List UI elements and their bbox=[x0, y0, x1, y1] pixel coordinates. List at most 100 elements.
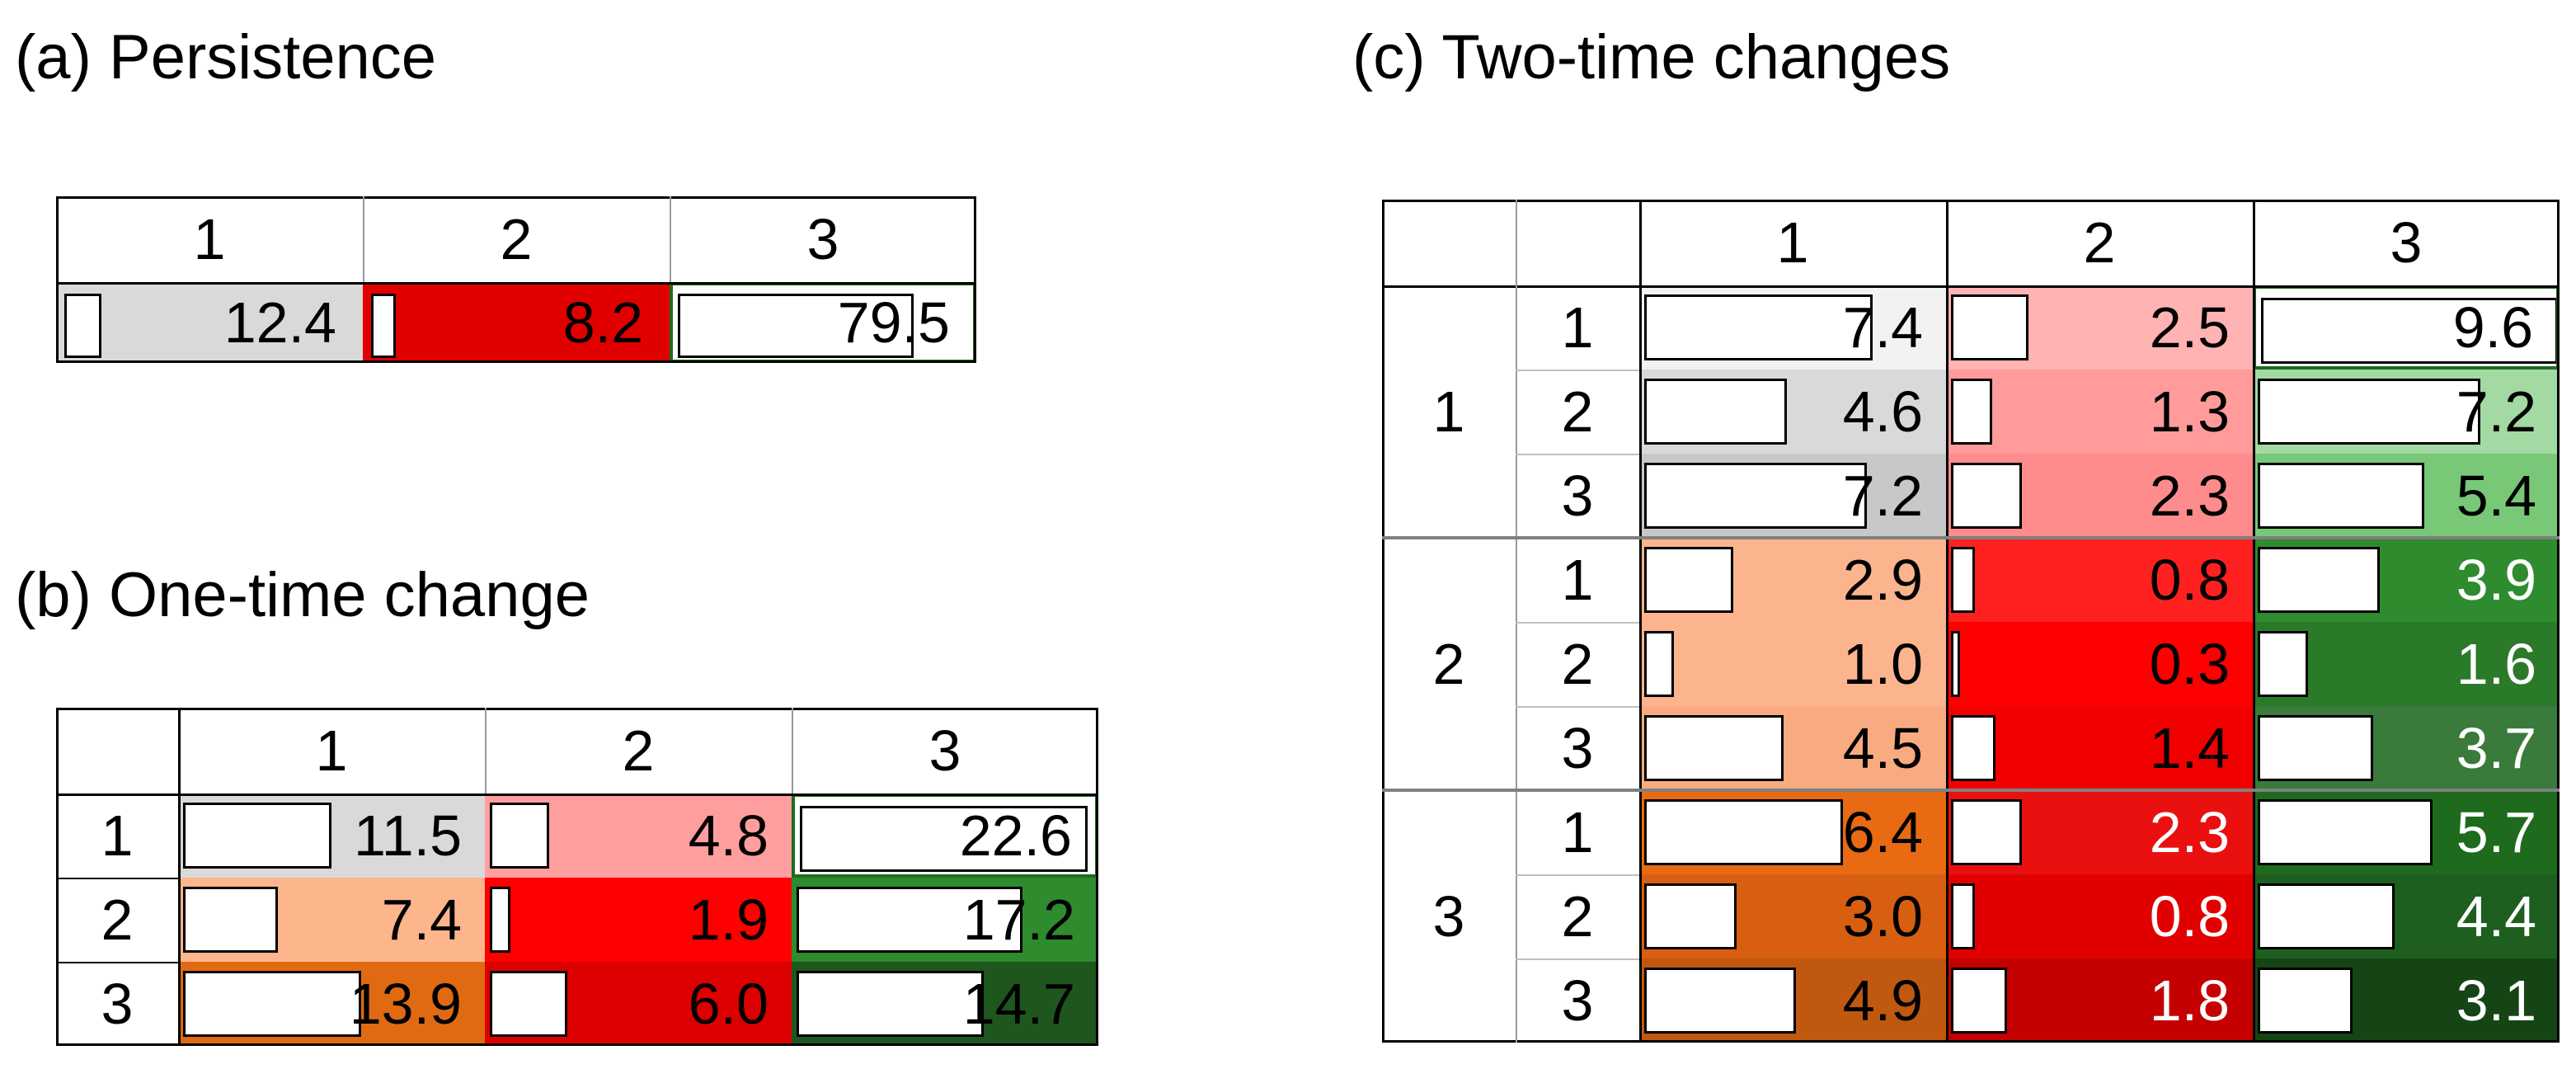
value-bar bbox=[797, 971, 984, 1037]
grid-line bbox=[1516, 874, 1639, 876]
value-label: 4.4 bbox=[2456, 884, 2536, 949]
grid-line bbox=[1382, 1040, 2560, 1043]
value-cell: 3.0 bbox=[1639, 874, 1946, 958]
row-header: 2 bbox=[101, 888, 134, 952]
grid-line bbox=[1516, 622, 1639, 624]
value-label: 3.0 bbox=[1842, 884, 1923, 949]
value-label: 12.4 bbox=[223, 290, 336, 355]
value-bar bbox=[1644, 379, 1787, 445]
inner-row-header: 1 bbox=[1561, 800, 1594, 864]
value-cell: 3.7 bbox=[2253, 706, 2560, 790]
value-cell: 13.9 bbox=[178, 962, 485, 1046]
grid-line bbox=[792, 708, 793, 794]
panel-b-title: (b) One-time change bbox=[15, 560, 590, 630]
value-label: 6.4 bbox=[1842, 800, 1923, 864]
outer-row-header: 2 bbox=[1432, 632, 1465, 696]
value-label: 13.9 bbox=[349, 972, 462, 1036]
value-bar bbox=[2258, 799, 2433, 865]
value-bar bbox=[64, 294, 101, 358]
value-bar bbox=[1644, 883, 1737, 949]
value-bar bbox=[797, 887, 1022, 953]
value-bar bbox=[2258, 883, 2395, 949]
value-cell: 11.5 bbox=[178, 794, 485, 878]
value-label: 1.6 bbox=[2456, 632, 2536, 696]
grid-line bbox=[974, 196, 976, 363]
value-label: 0.8 bbox=[2149, 548, 2230, 612]
grid-line bbox=[56, 878, 178, 879]
grid-line bbox=[1382, 789, 2560, 792]
value-label: 4.9 bbox=[1842, 968, 1923, 1033]
col-header: 2 bbox=[500, 207, 533, 271]
value-label: 1.9 bbox=[688, 888, 769, 952]
outer-row-header: 1 bbox=[1432, 379, 1465, 444]
value-label: 1.0 bbox=[1842, 632, 1923, 696]
value-bar bbox=[1644, 294, 1873, 360]
value-label: 11.5 bbox=[353, 803, 462, 868]
value-cell: 1.3 bbox=[1946, 370, 2253, 454]
col-header: 2 bbox=[622, 718, 655, 783]
value-bar bbox=[2258, 547, 2380, 613]
value-bar bbox=[1951, 547, 1975, 613]
grid-line bbox=[1946, 200, 1948, 1043]
value-bar bbox=[1644, 547, 1733, 613]
row-header: 3 bbox=[101, 972, 134, 1036]
value-bar bbox=[2258, 715, 2373, 781]
value-label: 3.1 bbox=[2456, 968, 2536, 1033]
value-cell: 7.4 bbox=[178, 878, 485, 962]
value-bar bbox=[1644, 968, 1796, 1034]
value-cell: 12.4 bbox=[56, 282, 363, 363]
value-cell: 1.9 bbox=[485, 878, 792, 962]
value-bar bbox=[1951, 715, 1995, 781]
value-label: 7.2 bbox=[2456, 379, 2536, 444]
panel-c-title: (c) Two-time changes bbox=[1352, 22, 1951, 92]
value-bar bbox=[183, 971, 361, 1037]
value-cell: 0.3 bbox=[1946, 622, 2253, 706]
grid-line bbox=[56, 196, 59, 363]
grid-line bbox=[1516, 370, 1639, 371]
outer-row-header: 3 bbox=[1432, 884, 1465, 949]
value-bar bbox=[1644, 463, 1867, 529]
value-label: 1.4 bbox=[2149, 716, 2230, 780]
col-header: 3 bbox=[806, 207, 839, 271]
value-label: 5.4 bbox=[2456, 464, 2536, 528]
grid-line bbox=[1516, 454, 1639, 455]
panel-a-title: (a) Persistence bbox=[15, 22, 437, 92]
value-cell: 4.4 bbox=[2253, 874, 2560, 958]
value-label: 6.0 bbox=[688, 972, 769, 1036]
value-label: 22.6 bbox=[959, 803, 1072, 868]
value-bar bbox=[1644, 631, 1674, 697]
value-cell: 7.2 bbox=[1639, 454, 1946, 538]
grid-line bbox=[1382, 536, 2560, 539]
value-label: 7.4 bbox=[1842, 295, 1923, 360]
value-bar bbox=[800, 806, 1088, 872]
value-bar bbox=[2261, 298, 2556, 364]
grid-line bbox=[56, 1043, 1098, 1046]
value-cell: 17.2 bbox=[792, 878, 1098, 962]
value-label: 2.3 bbox=[2149, 800, 2230, 864]
grid-line bbox=[1382, 200, 1384, 1043]
inner-row-header: 3 bbox=[1561, 716, 1594, 780]
value-label: 9.6 bbox=[2452, 295, 2533, 360]
value-label: 7.4 bbox=[381, 888, 462, 952]
value-cell: 7.4 bbox=[1639, 285, 1946, 370]
value-bar bbox=[1644, 715, 1784, 781]
grid-line bbox=[485, 708, 487, 794]
value-cell: 3.1 bbox=[2253, 958, 2560, 1043]
inner-row-header: 3 bbox=[1561, 464, 1594, 528]
value-bar bbox=[2258, 379, 2480, 445]
value-bar bbox=[1951, 799, 2022, 865]
inner-row-header: 2 bbox=[1561, 379, 1594, 444]
grid-line bbox=[1382, 200, 2560, 202]
value-label: 14.7 bbox=[962, 972, 1075, 1036]
value-cell: 2.3 bbox=[1946, 790, 2253, 874]
grid-line bbox=[2557, 200, 2560, 1043]
value-bar bbox=[490, 971, 567, 1037]
value-label: 1.3 bbox=[2149, 379, 2230, 444]
value-cell: 6.4 bbox=[1639, 790, 1946, 874]
value-cell: 22.6 bbox=[792, 794, 1098, 878]
value-cell: 5.7 bbox=[2253, 790, 2560, 874]
grid-line bbox=[56, 196, 976, 199]
col-header: 3 bbox=[2390, 210, 2423, 275]
value-cell: 2.5 bbox=[1946, 285, 2253, 370]
value-bar bbox=[2258, 463, 2424, 529]
